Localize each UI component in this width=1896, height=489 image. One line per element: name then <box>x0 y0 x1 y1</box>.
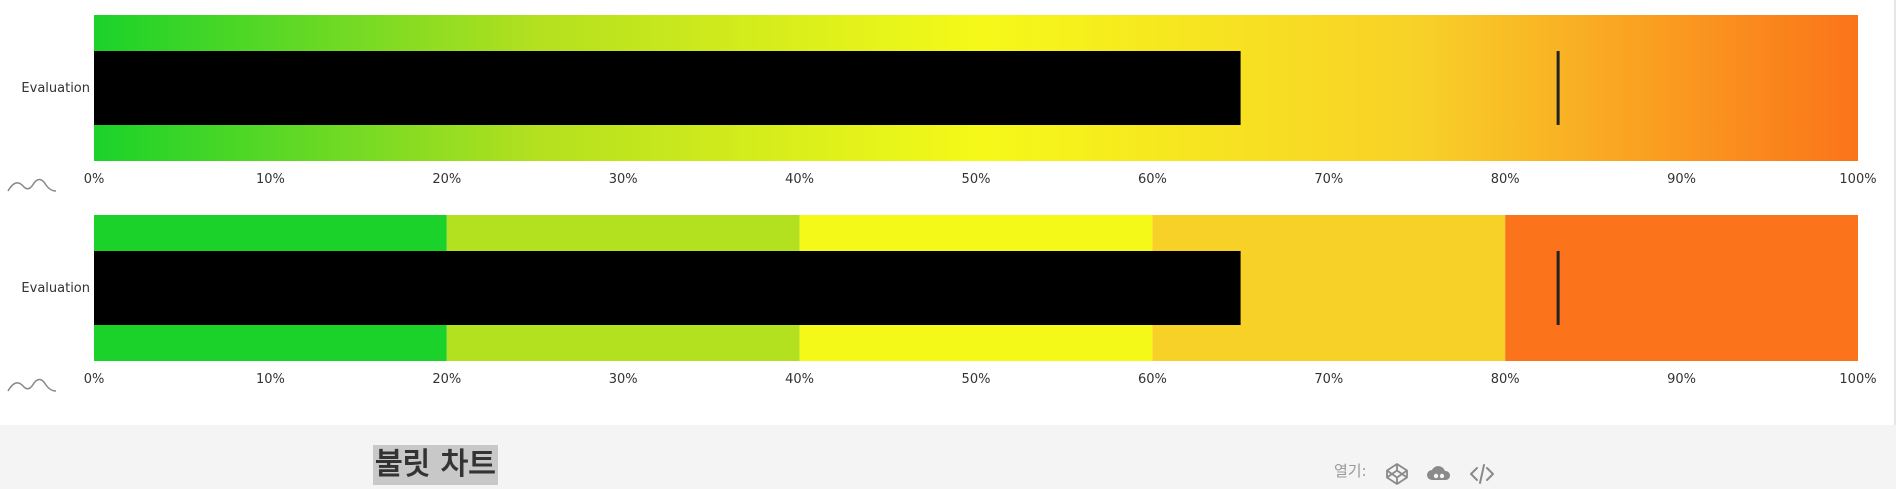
tick-label: 30% <box>609 172 638 187</box>
tick-label: 20% <box>432 372 461 387</box>
tick-label: 20% <box>432 172 461 187</box>
tick-label: 0% <box>84 372 105 387</box>
tick-label: 70% <box>1314 172 1343 187</box>
tick-label: 100% <box>1839 172 1876 187</box>
code-icon[interactable] <box>1469 461 1495 487</box>
tick-label: 80% <box>1491 372 1520 387</box>
tick-label: 40% <box>785 372 814 387</box>
tick-label: 90% <box>1667 172 1696 187</box>
tick-label: 60% <box>1138 372 1167 387</box>
value-bar <box>94 251 1241 325</box>
cloud-icon[interactable] <box>1426 461 1452 487</box>
tick-label: 40% <box>785 172 814 187</box>
tick-label: 90% <box>1667 372 1696 387</box>
category-label: Evaluation <box>21 81 90 96</box>
tick-label: 30% <box>609 372 638 387</box>
range-band <box>1505 215 1858 361</box>
value-bar <box>94 51 1241 125</box>
tick-label: 10% <box>256 372 285 387</box>
bullet-charts: Evaluation 0% 10% 20% 30% 40% 50% 60% 70% 80% 90% 1… <box>7 15 1877 392</box>
sparkline-icon <box>7 378 57 392</box>
tick-label: 70% <box>1314 372 1343 387</box>
target-marker <box>1556 251 1560 325</box>
tick-label: 60% <box>1138 172 1167 187</box>
tick-label: 0% <box>84 172 105 187</box>
tick-label: 50% <box>962 372 991 387</box>
sparkline-icon <box>7 178 57 192</box>
open-label: 열기: <box>1334 462 1367 480</box>
page-title: 불릿 차트 <box>373 445 498 485</box>
tick-label: 50% <box>962 172 991 187</box>
codepen-icon[interactable] <box>1384 461 1410 487</box>
scrollbar[interactable] <box>1894 0 1896 425</box>
chart-svg: Evaluation 0% 10% 20% 30% 40% 50% 60% 70% 80% 90% 1… <box>7 15 1877 392</box>
target-marker <box>1556 51 1560 125</box>
footer: 불릿 차트 열기: <box>0 425 1896 489</box>
tick-label: 100% <box>1839 372 1876 387</box>
tick-label: 10% <box>256 172 285 187</box>
tick-label: 80% <box>1491 172 1520 187</box>
category-label: Evaluation <box>21 281 90 296</box>
